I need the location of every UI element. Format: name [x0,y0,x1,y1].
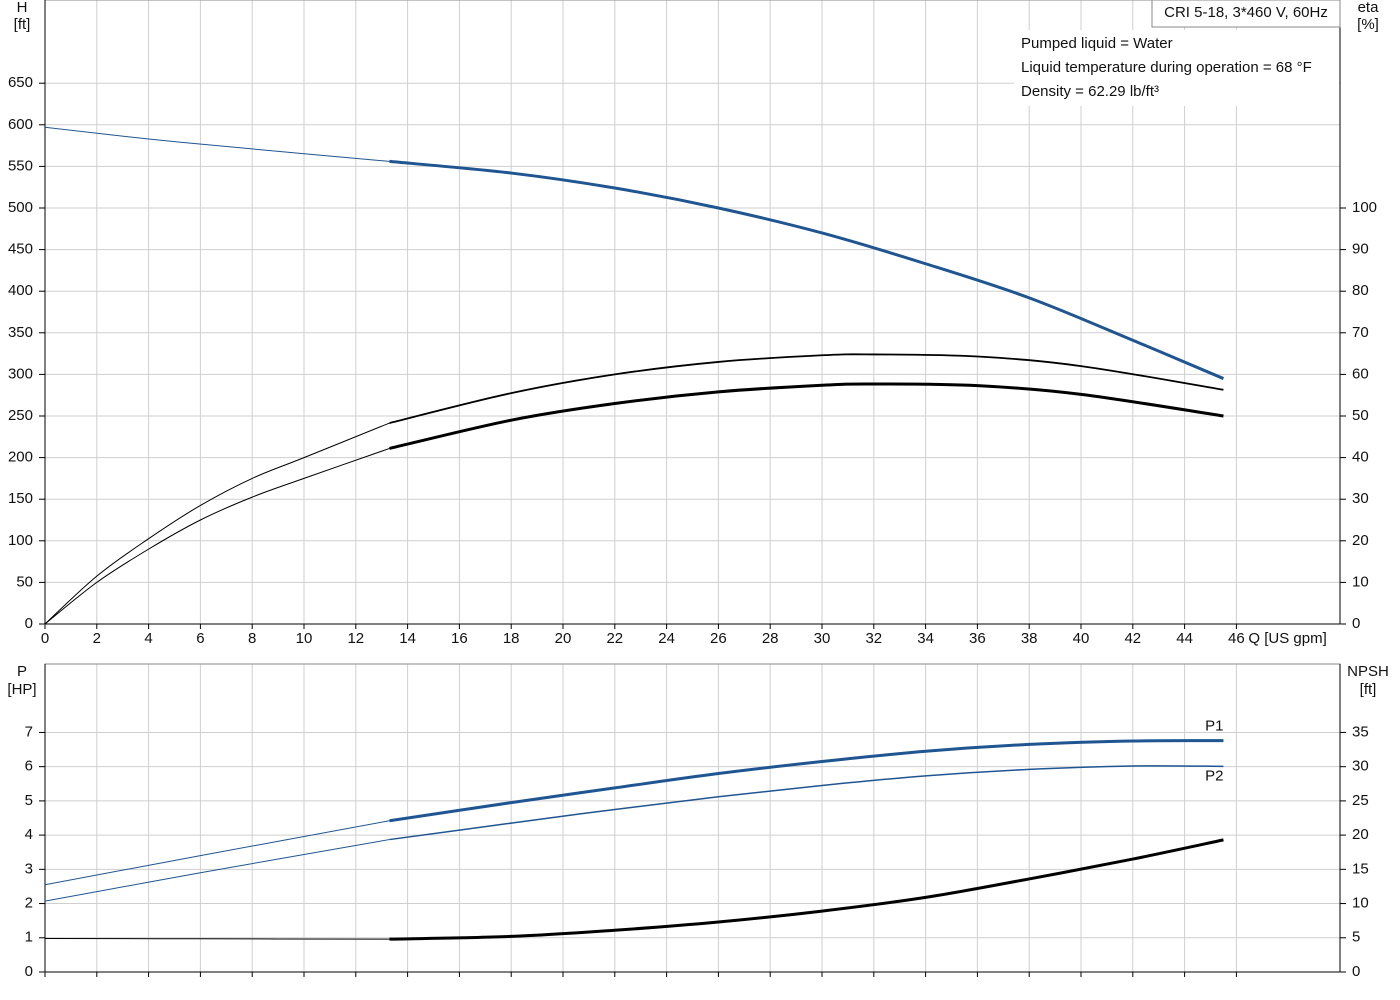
y-tick-label: 600 [8,116,33,133]
y2-tick-label: 40 [1352,449,1369,466]
x-tick-label: 38 [1021,630,1038,647]
curve [44,820,390,886]
x-tick-label: 2 [93,630,101,647]
curve [44,839,390,902]
x-tick-label: 4 [144,630,152,647]
y2-tick-label: 30 [1352,758,1369,775]
x-tick-label: 36 [969,630,986,647]
y2-axis-unit: [%] [1357,16,1379,33]
x-tick-label: 10 [296,630,313,647]
y2-axis-label: NPSH [1347,663,1389,680]
y2-tick-label: 70 [1352,324,1369,341]
x-tick-label: 40 [1073,630,1090,647]
x-tick-label: 46 [1228,630,1245,647]
y-tick-label: 4 [25,826,33,843]
y2-tick-label: 60 [1352,365,1369,382]
y2-tick-label: 50 [1352,407,1369,424]
info-line: Pumped liquid = Water [1021,35,1173,52]
y-tick-label: 650 [8,74,33,91]
x-axis-label: Q [US gpm] [1248,630,1326,647]
info-title: CRI 5-18, 3*460 V, 60Hz [1164,4,1328,21]
curve [44,937,390,940]
y2-tick-label: 35 [1352,723,1369,740]
curve [44,447,390,625]
x-tick-label: 42 [1124,630,1141,647]
curve [389,838,1224,941]
curve [44,126,390,162]
curve [389,382,1224,450]
y2-tick-label: 25 [1352,792,1369,809]
y2-tick-label: 80 [1352,282,1369,299]
y-tick-label: 250 [8,407,33,424]
y-tick-label: 3 [25,860,33,877]
y2-tick-label: 90 [1352,241,1369,258]
y2-tick-label: 20 [1352,532,1369,549]
y-axis-label: P [17,663,27,680]
y-tick-label: 50 [16,573,33,590]
y-tick-label: 300 [8,365,33,382]
y2-tick-label: 30 [1352,490,1369,507]
x-tick-label: 32 [865,630,882,647]
x-tick-label: 26 [710,630,727,647]
y-axis-unit: [ft] [14,16,31,33]
y2-tick-label: 15 [1352,860,1369,877]
y-tick-label: 1 [25,929,33,946]
x-tick-label: 0 [41,630,49,647]
y2-tick-label: 0 [1352,615,1360,632]
curve [389,353,1224,424]
y-tick-label: 150 [8,490,33,507]
curve-label: P2 [1205,767,1223,784]
y2-tick-label: 10 [1352,895,1369,912]
y-tick-label: 200 [8,449,33,466]
x-tick-label: 16 [451,630,468,647]
y-tick-label: 0 [25,963,33,980]
info-line: Density = 62.29 lb/ft³ [1021,83,1159,100]
x-tick-label: 28 [762,630,779,647]
curve-label: P1 [1205,718,1223,735]
y-tick-label: 350 [8,324,33,341]
y-tick-label: 500 [8,199,33,216]
x-tick-label: 34 [917,630,934,647]
y2-axis-unit: [ft] [1360,681,1377,698]
curve [44,422,390,625]
x-tick-label: 22 [606,630,623,647]
x-tick-label: 6 [196,630,204,647]
curve-layer [44,126,1225,941]
y2-tick-label: 0 [1352,963,1360,980]
text-layer: 0 2 4 6 8 10 12 14 16 18 20 22 24 26 28 30 32 34 36 38 40 42 4… [7,0,1389,980]
curve [389,765,1224,841]
y-tick-label: 5 [25,792,33,809]
y-axis-unit: [HP] [7,681,36,698]
x-tick-label: 8 [248,630,256,647]
x-tick-label: 12 [347,630,364,647]
y-axis-label: H [17,0,28,16]
y-tick-label: 0 [25,615,33,632]
y-tick-label: 450 [8,241,33,258]
x-tick-label: 14 [399,630,416,647]
y-tick-label: 2 [25,895,33,912]
y-tick-label: 100 [8,532,33,549]
y2-tick-label: 10 [1352,573,1369,590]
y-tick-label: 550 [8,157,33,174]
y2-tick-label: 5 [1352,929,1360,946]
y-tick-label: 400 [8,282,33,299]
x-tick-label: 24 [658,630,675,647]
y2-tick-label: 20 [1352,826,1369,843]
x-tick-label: 18 [503,630,520,647]
info-line: Liquid temperature during operation = 68… [1021,59,1312,76]
grid-layer [39,0,1346,977]
info-background [1014,30,1339,106]
y-tick-label: 7 [25,723,33,740]
x-tick-label: 20 [555,630,572,647]
curve [389,739,1224,823]
curve [389,159,1225,380]
y2-axis-label: eta [1358,0,1380,16]
y2-tick-label: 100 [1352,199,1377,216]
x-tick-label: 44 [1176,630,1193,647]
info-box [1151,0,1341,28]
y-tick-label: 6 [25,758,33,775]
x-tick-label: 30 [814,630,831,647]
